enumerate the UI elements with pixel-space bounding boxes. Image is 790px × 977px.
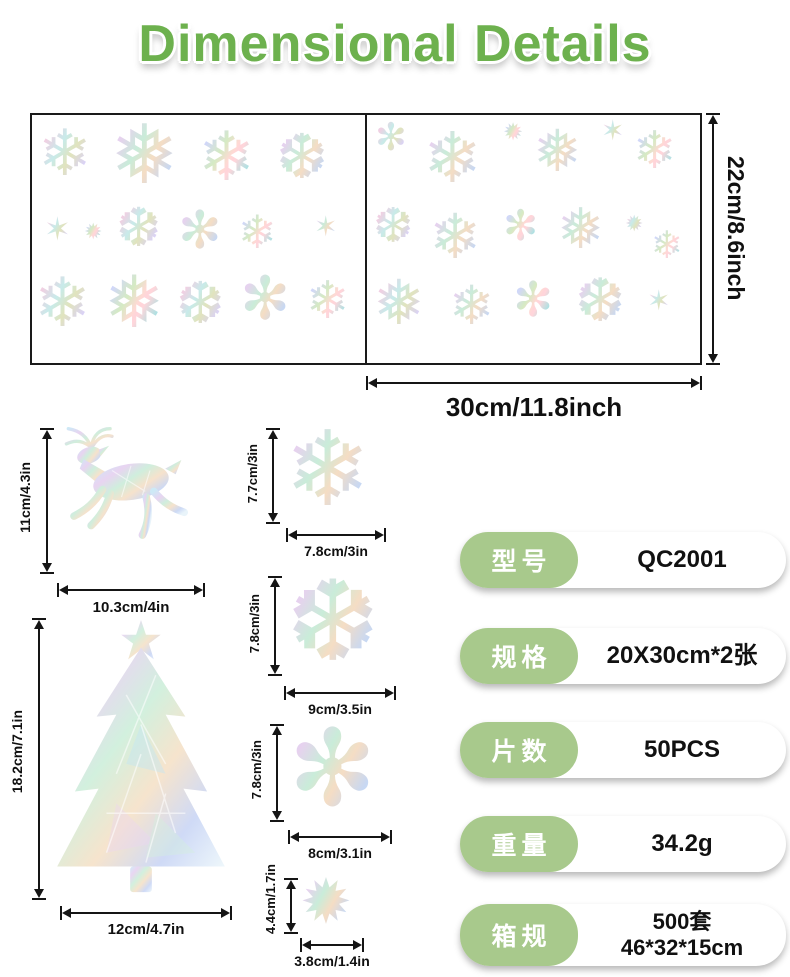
- snowflake-glyph: ✶: [314, 211, 338, 242]
- spec-row-carton: 箱规 500套 46*32*15cm: [460, 904, 786, 966]
- dimension-label-snowflake1-height: 7.7cm/3in: [245, 444, 260, 504]
- dimension-label-snowflake2-width: 9cm/3.5in: [308, 701, 372, 717]
- snowflake-glyph: ❄: [306, 272, 350, 330]
- snowflake-glyph: ✶: [44, 211, 71, 247]
- reindeer-sticker: [64, 427, 188, 539]
- spec-row-weight: 重量 34.2g: [460, 816, 786, 872]
- dimension-arrow-snowflake1-width: [286, 528, 386, 542]
- snowflake-sticker-2: ❆: [286, 559, 380, 684]
- sticker-sheet-left: ❄ ❅ ❄ ❆ ✶ ✹ ❆ ✻ ❄ ✶ ❄ ❅ ❆ ✻ ❄: [32, 115, 365, 363]
- dimension-label-star-height: 4.4cm/1.7in: [263, 864, 278, 935]
- snowflake-glyph: ❅: [104, 263, 165, 343]
- dimension-arrow-snowflake1-height: [266, 428, 280, 524]
- snowflake-glyph: ✶: [601, 115, 625, 146]
- dimension-label-snowflake3-height: 7.8cm/3in: [249, 740, 264, 800]
- snowflake-glyph: ❄: [633, 122, 677, 180]
- dimension-arrow-snowflake2-width: [284, 686, 396, 700]
- spec-row-model: 型号 QC2001: [460, 532, 786, 588]
- snowflake-glyph: ✹: [625, 211, 644, 236]
- star-sticker: ✹: [300, 868, 352, 937]
- snowflake-glyph: ❆: [373, 200, 414, 253]
- spec-row-pieces: 片数 50PCS: [460, 722, 786, 778]
- snowflake-glyph: ✹: [84, 219, 103, 244]
- spec-value-pieces: 50PCS: [643, 735, 721, 763]
- snowflake-sticker-3: ✻: [288, 710, 377, 828]
- spec-value-carton: 500套 46*32*15cm: [620, 908, 744, 960]
- snowflake-glyph: ❅: [557, 197, 604, 260]
- dimension-label-snowflake1-width: 7.8cm/3in: [304, 543, 368, 559]
- snowflake-glyph: ✹: [503, 119, 524, 146]
- dimension-label-snowflake3-width: 8cm/3.1in: [308, 845, 372, 861]
- snowflake-glyph: ❄: [34, 265, 91, 341]
- spec-value-model: QC2001: [637, 545, 727, 573]
- snowflake-glyph: ✻: [375, 117, 407, 159]
- snowflake-glyph: ❄: [38, 117, 92, 189]
- dimension-label-star-width: 3.8cm/1.4in: [294, 953, 370, 969]
- spec-label-weight: 重量: [460, 816, 578, 872]
- snowflake-glyph: ❄: [198, 119, 255, 195]
- dimension-arrow-star-height: [284, 878, 298, 934]
- dimension-arrow-tree-width: [60, 906, 232, 920]
- dimension-arrow-sheet-height: [706, 113, 720, 365]
- snowflake-glyph: ❄: [449, 276, 495, 336]
- dimension-label-reindeer-width: 10.3cm/4in: [92, 599, 170, 616]
- snowflake-glyph: ✻: [513, 274, 554, 327]
- dimension-arrow-star-width: [300, 938, 364, 952]
- dimension-label-tree-height: 18.2cm/7.1in: [9, 710, 25, 794]
- snowflake-glyph: ❆: [176, 271, 225, 336]
- spec-label-model: 型号: [460, 532, 578, 588]
- spec-value-size: 20X30cm*2张: [606, 641, 758, 669]
- snowflake-glyph: ❄: [429, 203, 481, 272]
- snowflake-glyph: ✶: [647, 285, 671, 316]
- snowflake-glyph: ❅: [110, 115, 179, 201]
- snowflake-sticker-1: ❄: [284, 412, 372, 528]
- snowflake-glyph: ✻: [240, 265, 291, 332]
- snowflake-glyph: ❆: [575, 267, 626, 334]
- snowflake-glyph: ❄: [423, 119, 482, 197]
- sticker-sheets: ❄ ❅ ❄ ❆ ✶ ✹ ❆ ✻ ❄ ✶ ❄ ❅ ❆ ✻ ❄ ✻ ❄ ✹ ❅ ✶ ❄ ❆ ❄ ✻ ❅ ✹ ❄ ❅ ❄ ✻ ❆ ✶: [30, 113, 702, 365]
- dimension-label-snowflake2-height: 7.8cm/3in: [247, 594, 262, 654]
- page-title: Dimensional Details: [138, 15, 652, 73]
- dimension-label-sheet-width: 30cm/11.8inch: [445, 392, 623, 422]
- spec-label-size: 规格: [460, 628, 578, 684]
- snowflake-glyph: ✻: [178, 202, 222, 260]
- christmas-tree-sticker: [57, 619, 225, 893]
- dimension-arrow-snowflake3-width: [288, 830, 392, 844]
- dimension-label-tree-width: 12cm/4.7in: [107, 921, 185, 938]
- dimension-arrow-snowflake2-height: [268, 576, 282, 676]
- snowflake-glyph: ❅: [533, 119, 582, 184]
- dimension-arrow-snowflake3-height: [270, 724, 284, 822]
- spec-row-size: 规格 20X30cm*2张: [460, 628, 786, 684]
- snowflake-glyph: ✻: [503, 202, 539, 249]
- snowflake-glyph: ❄: [651, 225, 683, 267]
- spec-value-weight: 34.2g: [651, 829, 713, 857]
- dimension-arrow-sheet-width: [366, 376, 702, 390]
- snowflake-glyph: ❆: [116, 198, 162, 258]
- dimension-label-reindeer-height: 11cm/4.3in: [17, 462, 33, 533]
- dimension-arrow-reindeer-height: [40, 428, 54, 574]
- dimension-label-sheet-height: 22cm/8.6inch: [723, 156, 749, 301]
- dimension-arrow-reindeer-width: [57, 583, 205, 597]
- spec-label-pieces: 片数: [460, 722, 578, 778]
- snowflake-glyph: ❄: [238, 206, 277, 258]
- dimension-arrow-tree-height: [32, 618, 46, 900]
- snowflake-glyph: ❅: [373, 269, 425, 338]
- spec-label-carton: 箱规: [460, 904, 578, 966]
- snowflake-glyph: ❆: [276, 123, 328, 192]
- sticker-sheet-right: ✻ ❄ ✹ ❅ ✶ ❄ ❆ ❄ ✻ ❅ ✹ ❄ ❅ ❄ ✻ ❆ ✶: [365, 115, 700, 363]
